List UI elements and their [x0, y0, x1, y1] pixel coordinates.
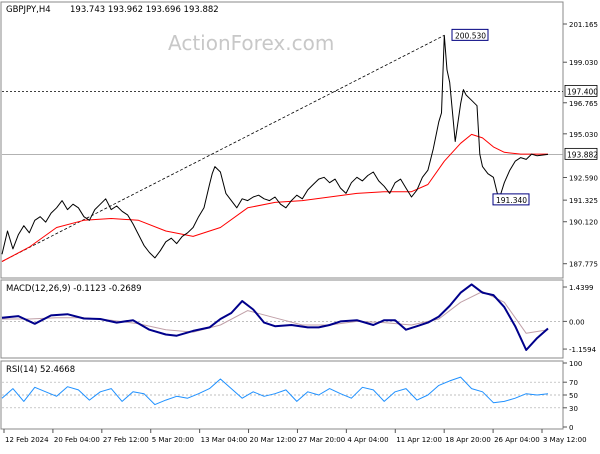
x-tick-label: 18 Apr 20:00 — [445, 436, 491, 444]
price-axis-tick-label: 190.120 — [569, 219, 598, 227]
rsi-axis-tick-label: 100 — [569, 360, 582, 368]
x-tick-label: 13 Mar 04:00 — [201, 436, 248, 444]
watermark: ActionForex.com — [168, 31, 334, 55]
x-tick-label: 27 Mar 20:00 — [298, 436, 345, 444]
price-axis-tick-label: 201.165 — [569, 21, 598, 29]
rsi-line — [1, 376, 549, 406]
level-box — [564, 147, 598, 160]
price-axis-tick-label: 192.590 — [569, 175, 598, 183]
rsi-axis-tick-label: 70 — [569, 379, 578, 387]
x-tick-label: 12 Feb 2024 — [5, 436, 49, 444]
price-axis-tick-label: 191.325 — [569, 197, 598, 205]
price-panel — [0, 1, 564, 279]
macd-title: MACD(12,26,9) -0.1123 -0.2689 — [6, 284, 142, 294]
macd-axis-tick-label: 1.4399 — [569, 284, 594, 292]
x-tick-label: 11 Apr 12:00 — [396, 436, 442, 444]
price-axis-tick-label: 195.030 — [569, 131, 598, 139]
price-line — [1, 34, 549, 259]
rsi-axis-tick-label: 30 — [569, 405, 578, 413]
trend-line — [1, 35, 445, 262]
x-tick-label: 26 Apr 04:00 — [494, 436, 540, 444]
rsi-title: RSI(14) 52.4668 — [6, 365, 75, 375]
macd-axis-tick-label: -1.1594 — [569, 346, 597, 354]
macd-line — [1, 283, 549, 351]
rsi-axis-tick-label: 50 — [569, 392, 578, 400]
chart-ohlc: 193.743 193.962 193.696 193.882 — [70, 5, 219, 15]
x-tick-label: 27 Feb 12:00 — [103, 436, 149, 444]
price-axis-tick-label: 187.775 — [569, 261, 598, 269]
high-box — [451, 28, 489, 41]
price-axis-tick-label: 196.765 — [569, 100, 598, 108]
x-tick-label: 4 Apr 04:00 — [347, 436, 388, 444]
level-label: 193.882 — [567, 150, 598, 159]
x-tick-label: 5 Mar 20:00 — [152, 436, 194, 444]
high-label: 200.530 — [455, 31, 486, 40]
level-box — [564, 84, 598, 97]
level-label: 197.400 — [567, 87, 598, 96]
macd-axis-tick-label: 0.00 — [569, 318, 585, 326]
chart-symbol: GBPJPY,H4 — [6, 5, 51, 15]
moving-average-line — [1, 133, 548, 262]
x-tick-label: 20 Feb 04:00 — [54, 436, 100, 444]
price-axis-tick-label: 199.030 — [569, 59, 598, 67]
rsi-axis-tick-label: 0 — [569, 424, 573, 432]
x-tick-label: 3 May 12:00 — [543, 436, 587, 444]
macd-panel — [0, 279, 564, 359]
low-label: 191.340 — [496, 196, 527, 205]
low-box — [492, 193, 530, 206]
x-tick-label: 20 Mar 12:00 — [250, 436, 297, 444]
